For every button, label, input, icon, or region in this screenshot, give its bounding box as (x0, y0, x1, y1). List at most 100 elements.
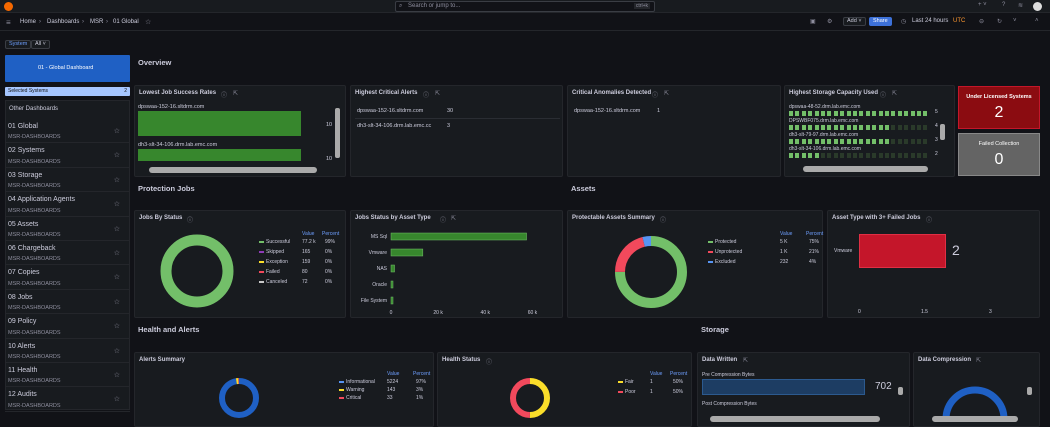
category-label: Vmware (834, 248, 853, 254)
sidebar-item[interactable]: 04 Application Agents MSR-DASHBOARDS ☆ (5, 192, 130, 217)
legend-row[interactable]: Poor 1 50% (618, 389, 690, 395)
legend-row[interactable]: Excluded 232 4% (708, 259, 820, 265)
legend-row[interactable]: Protected 5 K 75% (708, 239, 820, 245)
legend-row[interactable]: Informational 5224 97% (339, 379, 431, 385)
share-button[interactable]: Share (869, 17, 892, 26)
gauge-cell (846, 111, 851, 116)
plus-icon[interactable]: + ˅ (978, 2, 987, 8)
legend-row[interactable]: Critical 33 1% (339, 395, 431, 401)
vertical-scrollbar[interactable] (335, 108, 340, 158)
gauge-cell (853, 111, 857, 116)
vertical-scrollbar[interactable] (898, 387, 903, 395)
external-link-icon[interactable]: ⇱ (233, 91, 239, 97)
timezone[interactable]: UTC (953, 18, 966, 24)
sidebar-item[interactable]: 12 Audits MSR-DASHBOARDS ☆ (5, 387, 130, 412)
star-icon[interactable]: ☆ (113, 347, 120, 355)
chevron-up-icon[interactable]: ˄ (1035, 18, 1039, 24)
sidebar-item[interactable]: 10 Alerts MSR-DASHBOARDS ☆ (5, 339, 130, 363)
info-icon[interactable]: ⓘ (221, 93, 228, 99)
gauge-cell (801, 153, 806, 158)
legend-row[interactable]: Fair 1 50% (618, 379, 690, 385)
zoom-out-icon[interactable]: ⊖ (979, 19, 985, 25)
legend-percent: 1% (416, 395, 424, 401)
star-icon[interactable]: ☆ (113, 274, 120, 282)
legend-row[interactable]: Successful 77.2 k 99% (259, 239, 345, 245)
external-link-icon[interactable]: ⇱ (976, 358, 982, 364)
sidebar-item[interactable]: 08 Jobs MSR-DASHBOARDS ☆ (5, 290, 130, 315)
grafana-logo-icon[interactable] (4, 2, 13, 11)
external-link-icon[interactable]: ⇱ (451, 216, 457, 222)
legend-percent: 99% (325, 239, 336, 245)
horizontal-scrollbar[interactable] (932, 416, 1018, 422)
vertical-scrollbar[interactable] (1027, 387, 1032, 395)
chevron-down-icon[interactable]: ˅ (1013, 18, 1017, 24)
sidebar-item[interactable]: 03 Storage MSR-DASHBOARDS ☆ (5, 168, 130, 193)
horizontal-scrollbar[interactable] (149, 167, 317, 173)
star-icon[interactable]: ☆ (113, 396, 120, 404)
star-icon[interactable]: ☆ (113, 225, 120, 233)
info-icon[interactable]: ⓘ (880, 93, 887, 99)
star-icon[interactable]: ☆ (113, 128, 120, 135)
avatar[interactable] (1033, 2, 1042, 11)
sidebar-item[interactable]: 07 Copies MSR-DASHBOARDS ☆ (5, 265, 130, 290)
sidebar-item[interactable]: 06 Chargeback MSR-DASHBOARDS ☆ (5, 241, 130, 266)
vertical-scrollbar[interactable] (940, 124, 945, 140)
star-icon[interactable]: ☆ (145, 19, 152, 26)
legend-row[interactable]: Skipped 165 0% (259, 249, 345, 255)
search-box[interactable]: ⌕ Search or jump to... ctrl+k (395, 1, 655, 12)
star-icon[interactable]: ☆ (113, 152, 120, 160)
sidebar-item[interactable]: 01 Global MSR-DASHBOARDS ☆ (5, 119, 130, 144)
legend-row[interactable]: Warning 143 3% (339, 387, 431, 393)
system-var-select[interactable]: All ˅ (31, 40, 50, 49)
global-dashboard-button[interactable]: 01 - Global Dashboard (5, 55, 130, 82)
add-button[interactable]: Add ˅ (843, 17, 866, 26)
horizontal-scrollbar[interactable] (803, 166, 928, 172)
menu-icon[interactable]: ≡ (6, 18, 11, 27)
stat-title: Under Licensed Systems (966, 94, 1032, 100)
legend-head-value: Value (387, 371, 400, 377)
panel-jobs-by-status: Jobs By Status ⓘ Value Percent Successful 7… (134, 210, 346, 318)
news-icon[interactable]: ≋ (1018, 3, 1024, 9)
info-icon[interactable]: ⓘ (652, 93, 659, 99)
info-icon[interactable]: ⓘ (926, 218, 933, 224)
info-icon[interactable]: ⓘ (440, 218, 447, 224)
help-icon[interactable]: ? (1002, 2, 1006, 8)
gear-icon[interactable]: ⚙ (827, 19, 833, 25)
legend-row[interactable]: Canceled 72 0% (259, 279, 345, 285)
info-icon[interactable]: ⓘ (660, 218, 667, 224)
sidebar-item[interactable]: 09 Policy MSR-DASHBOARDS ☆ (5, 314, 130, 339)
sidebar-item[interactable]: 02 Systems MSR-DASHBOARDS ☆ (5, 143, 130, 168)
sidebar-item[interactable]: 05 Assets MSR-DASHBOARDS ☆ (5, 217, 130, 241)
star-icon[interactable]: ☆ (113, 323, 120, 331)
compression-gauge (942, 386, 1008, 420)
legend-head-value: Value (302, 231, 315, 237)
info-icon[interactable]: ⓘ (486, 360, 493, 366)
star-icon[interactable]: ☆ (113, 298, 120, 306)
legend-row[interactable]: Unprotected 1 K 21% (708, 249, 820, 255)
save-icon[interactable]: ▣ (810, 19, 816, 25)
star-icon[interactable]: ☆ (113, 250, 120, 257)
external-link-icon[interactable]: ⇱ (743, 358, 749, 364)
time-range[interactable]: Last 24 hours (912, 18, 949, 24)
gauge-cell (904, 139, 909, 144)
breadcrumb-dashboards[interactable]: Dashboards (47, 19, 80, 25)
breadcrumb-home[interactable]: Home (20, 19, 37, 25)
external-link-icon[interactable]: ⇱ (892, 91, 898, 97)
legend-row[interactable]: Exception 159 0% (259, 259, 345, 265)
info-icon[interactable]: ⓘ (187, 218, 194, 224)
external-link-icon[interactable]: ⇱ (664, 91, 670, 97)
horizontal-scrollbar[interactable] (710, 416, 880, 422)
refresh-icon[interactable]: ↻ (997, 19, 1003, 25)
legend-row[interactable]: Failed 80 0% (259, 269, 345, 275)
external-link-icon[interactable]: ⇱ (435, 91, 441, 97)
bar-file-system (390, 296, 394, 305)
clock-icon[interactable]: ◷ (901, 19, 907, 25)
star-icon[interactable]: ☆ (113, 176, 120, 184)
info-icon[interactable]: ⓘ (423, 93, 430, 99)
legend-percent: 50% (673, 389, 684, 395)
star-icon[interactable]: ☆ (113, 201, 120, 209)
sidebar-item[interactable]: 11 Health MSR-DASHBOARDS ☆ (5, 363, 130, 388)
star-icon[interactable]: ☆ (113, 372, 120, 379)
gauge-cell (789, 111, 793, 116)
breadcrumb-msr[interactable]: MSR (90, 19, 104, 25)
